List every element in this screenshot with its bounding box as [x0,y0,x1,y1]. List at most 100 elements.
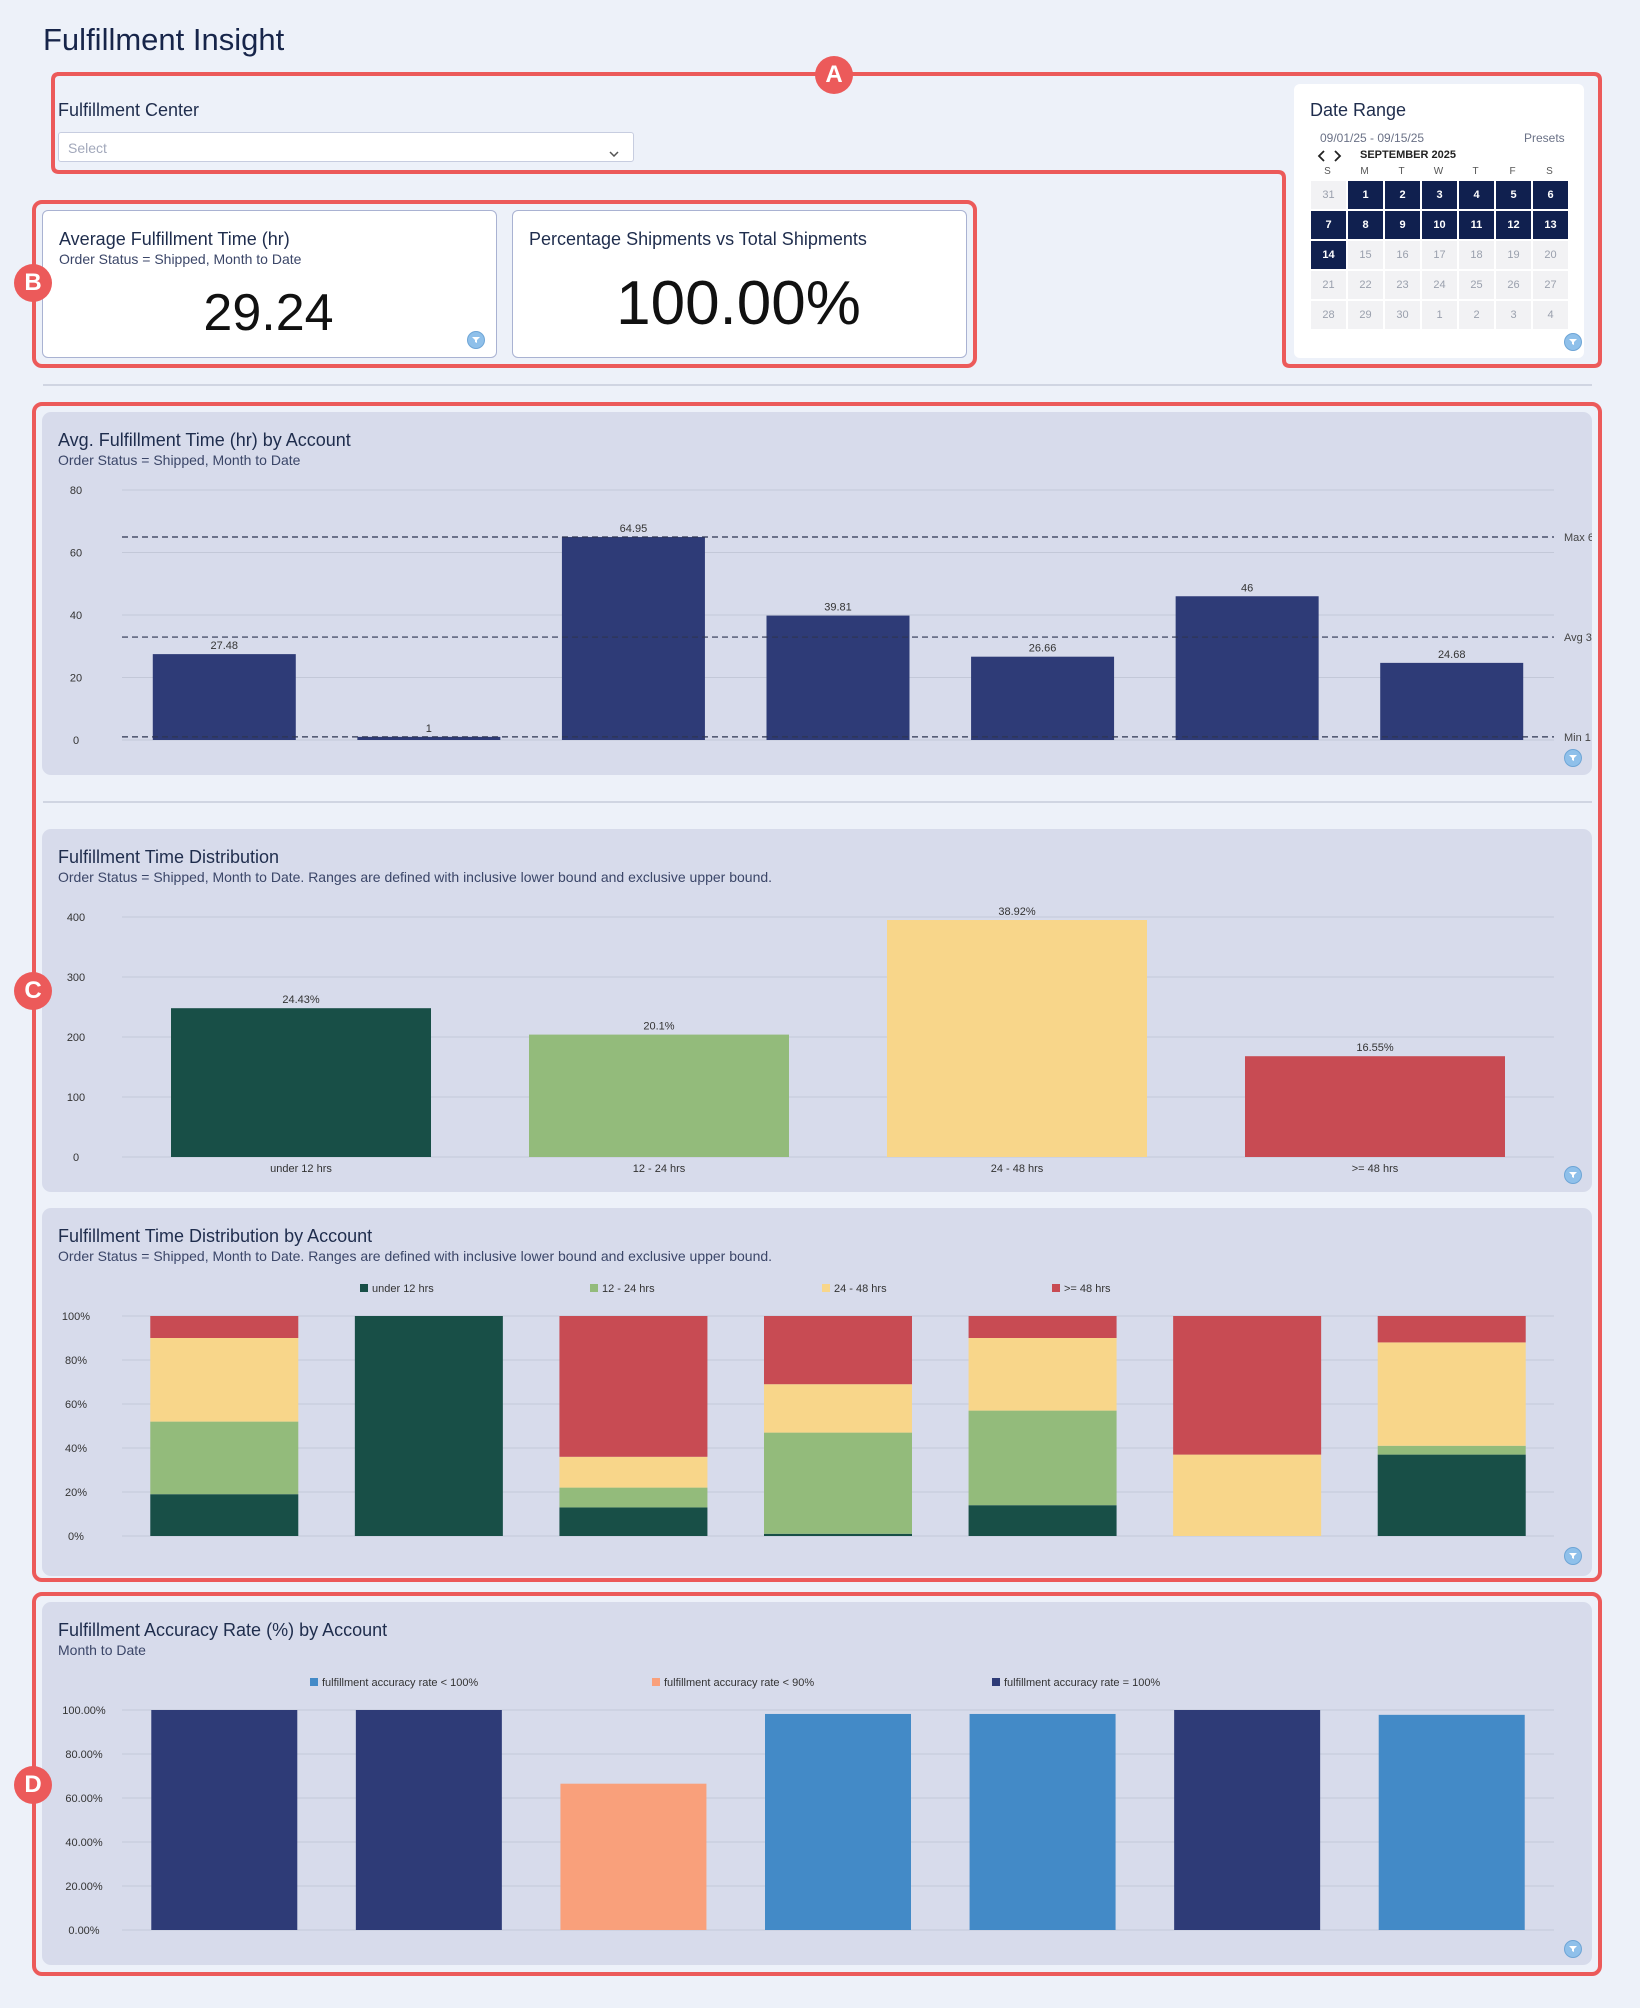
divider [43,384,1592,386]
reference-line-label: Min 1 [1564,732,1591,744]
stacked-bar-segment [968,1410,1117,1506]
stacked-bar-segment [1377,1316,1526,1343]
calendar-day[interactable]: 22 [1348,271,1383,299]
calendar-day[interactable]: 19 [1496,241,1531,269]
data-label: 39.81 [824,602,852,614]
calendar-day[interactable]: 21 [1311,271,1346,299]
calendar-day[interactable]: 3 [1422,181,1457,209]
x-tick-label: 12 - 24 hrs [633,1163,686,1175]
calendar-day[interactable]: 3 [1496,301,1531,329]
chart-subtitle: Month to Date [58,1642,146,1658]
stacked-bar-segment [150,1421,299,1495]
calendar-day[interactable]: 8 [1348,211,1383,239]
calendar-day[interactable]: 20 [1533,241,1568,269]
percentage-shipments-title: Percentage Shipments vs Total Shipments [529,229,867,249]
calendar-day[interactable]: 1 [1422,301,1457,329]
calendar-day[interactable]: 18 [1459,241,1494,269]
bar [971,656,1115,740]
calendar-day[interactable]: 7 [1311,211,1346,239]
calendar-day[interactable]: 11 [1459,211,1494,239]
y-tick-label: 60% [65,1399,87,1411]
calendar-day[interactable]: 9 [1385,211,1420,239]
chart-subtitle: Order Status = Shipped, Month to Date. R… [58,869,773,885]
bar [969,1713,1116,1930]
filter-icon[interactable] [1564,1940,1582,1958]
presets-button[interactable]: Presets [1524,131,1565,145]
fulfillment-center-select[interactable]: Select [58,132,634,162]
stacked-bar-segment [764,1384,912,1433]
calendar-day[interactable]: 31 [1311,181,1346,209]
chevron-down-icon [609,144,619,162]
calendar-day[interactable]: 30 [1385,301,1420,329]
stacked-bar-segment [1173,1316,1322,1455]
calendar-day[interactable]: 17 [1422,241,1457,269]
calendar-day[interactable]: 2 [1385,181,1420,209]
legend-swatch [652,1678,660,1686]
bar [1378,1714,1525,1930]
legend-swatch [590,1284,598,1292]
percentage-shipments-value: 100.00% [616,269,861,338]
legend-label: fulfillment accuracy rate < 100% [322,1677,478,1689]
calendar-day[interactable]: 12 [1496,211,1531,239]
bar [171,1008,431,1157]
filter-icon[interactable] [1564,1547,1582,1565]
data-label: 38.92% [998,906,1036,918]
y-tick-label: 60.00% [65,1793,103,1805]
avg-fulfillment-time-subtitle: Order Status = Shipped, Month to Date [59,251,302,267]
date-range-label: Date Range [1310,100,1407,120]
calendar-day[interactable]: 4 [1533,301,1568,329]
calendar-day[interactable]: 26 [1496,271,1531,299]
calendar-day[interactable]: 27 [1533,271,1568,299]
data-label: 16.55% [1356,1042,1394,1054]
stacked-bar-segment [150,1494,299,1536]
legend-swatch [1052,1284,1060,1292]
legend-swatch [360,1284,368,1292]
weekday-label: T [1472,166,1479,177]
calendar-day[interactable]: 4 [1459,181,1494,209]
calendar-day[interactable]: 29 [1348,301,1383,329]
bar [561,537,705,740]
calendar-day[interactable]: 1 [1348,181,1383,209]
stacked-bar-segment [150,1316,299,1338]
calendar-day[interactable]: 6 [1533,181,1568,209]
legend-label: 24 - 48 hrs [834,1283,887,1295]
prev-month-icon[interactable] [1317,149,1327,167]
data-label: 46 [1241,582,1253,594]
filter-icon[interactable] [1564,1166,1582,1184]
calendar-day[interactable]: 16 [1385,241,1420,269]
weekday-label: T [1398,166,1405,177]
calendar-day[interactable]: 23 [1385,271,1420,299]
chart-title: Fulfillment Time Distribution by Account [58,1226,373,1246]
calendar-day[interactable]: 28 [1311,301,1346,329]
stacked-bar-segment [150,1338,299,1422]
filter-icon[interactable] [1564,749,1582,767]
legend-label: fulfillment accuracy rate = 100% [1004,1677,1160,1689]
chart-title: Fulfillment Accuracy Rate (%) by Account [58,1620,388,1640]
filter-icon[interactable] [467,331,485,349]
y-tick-label: 0 [73,1152,79,1164]
calendar-day[interactable]: 5 [1496,181,1531,209]
stacked-bar-segment [559,1487,708,1508]
calendar-day[interactable]: 13 [1533,211,1568,239]
avg-time-by-account-chart: 0 20 40 60 80 27.48 1 64.95 39.81 26.66 46 24.68 Max… [70,485,1592,747]
calendar-day[interactable]: 14 [1311,241,1346,269]
stacked-bar-segment [764,1432,912,1534]
bar [355,1710,502,1930]
date-range-text[interactable]: 09/01/25 - 09/15/25 [1320,131,1425,145]
stacked-bar-segment [764,1316,912,1385]
reference-line-label: Avg 32.94 [1564,632,1592,644]
legend-swatch [822,1284,830,1292]
next-month-icon[interactable] [1332,149,1342,167]
legend-label: 12 - 24 hrs [602,1283,655,1295]
calendar-day[interactable]: 25 [1459,271,1494,299]
data-label: 26.66 [1029,643,1057,655]
calendar-day[interactable]: 10 [1422,211,1457,239]
calendar-day[interactable]: 15 [1348,241,1383,269]
filter-icon[interactable] [1564,333,1582,351]
bar [357,736,501,740]
stacked-bar-segment [968,1338,1117,1411]
bar [1175,596,1319,740]
y-tick-label: 100% [62,1311,90,1323]
calendar-day[interactable]: 2 [1459,301,1494,329]
calendar-day[interactable]: 24 [1422,271,1457,299]
